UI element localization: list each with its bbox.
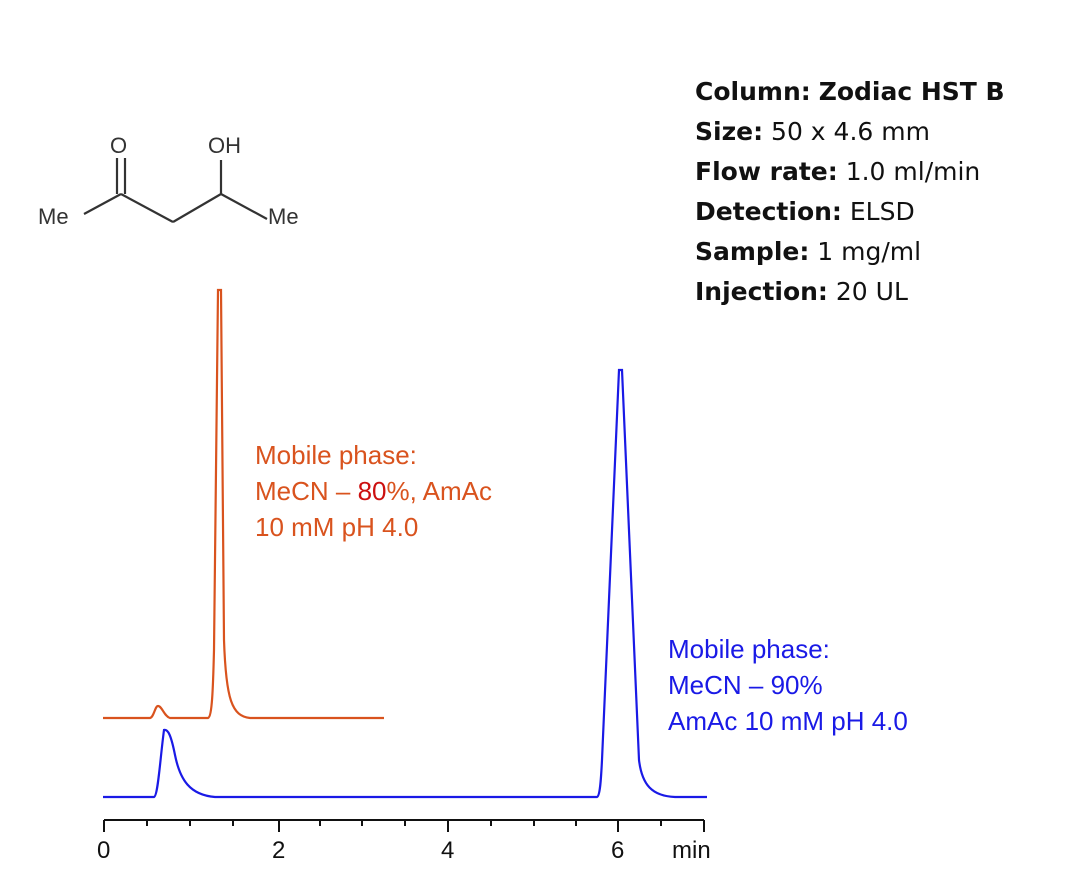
annotation-orange: Mobile phase: MeCN – 80%, AmAc 10 mM pH …: [255, 440, 492, 542]
x-axis: [103, 819, 705, 832]
conditions-info: Column: Zodiac HST B Size: 50 x 4.6 mm F…: [695, 72, 1005, 312]
x-tick-4: 4: [441, 837, 454, 864]
x-tick-6: 6: [611, 837, 624, 864]
x-axis-unit: min: [672, 837, 711, 864]
x-tick-0: 0: [97, 837, 110, 864]
molecule-structure: O OH Me Me: [38, 133, 299, 229]
carbonyl-oxygen-label: O: [110, 133, 127, 158]
methyl-left-label: Me: [38, 204, 69, 229]
annotation-blue: Mobile phase: MeCN – 90% AmAc 10 mM pH 4…: [668, 634, 908, 736]
hydroxyl-label: OH: [208, 133, 241, 158]
trace-orange: [103, 288, 384, 720]
info-size: Size: 50 x 4.6 mm: [695, 117, 930, 146]
info-sample: Sample: 1 mg/ml: [695, 237, 922, 266]
info-column: Column: Zodiac HST B: [695, 77, 1005, 106]
info-detection: Detection: ELSD: [695, 197, 915, 226]
methyl-right-label: Me: [268, 204, 299, 229]
info-injection: Injection: 20 UL: [695, 277, 908, 306]
info-flow-rate: Flow rate: 1.0 ml/min: [695, 157, 981, 186]
trace-blue: [103, 368, 707, 799]
x-tick-2: 2: [272, 837, 285, 864]
